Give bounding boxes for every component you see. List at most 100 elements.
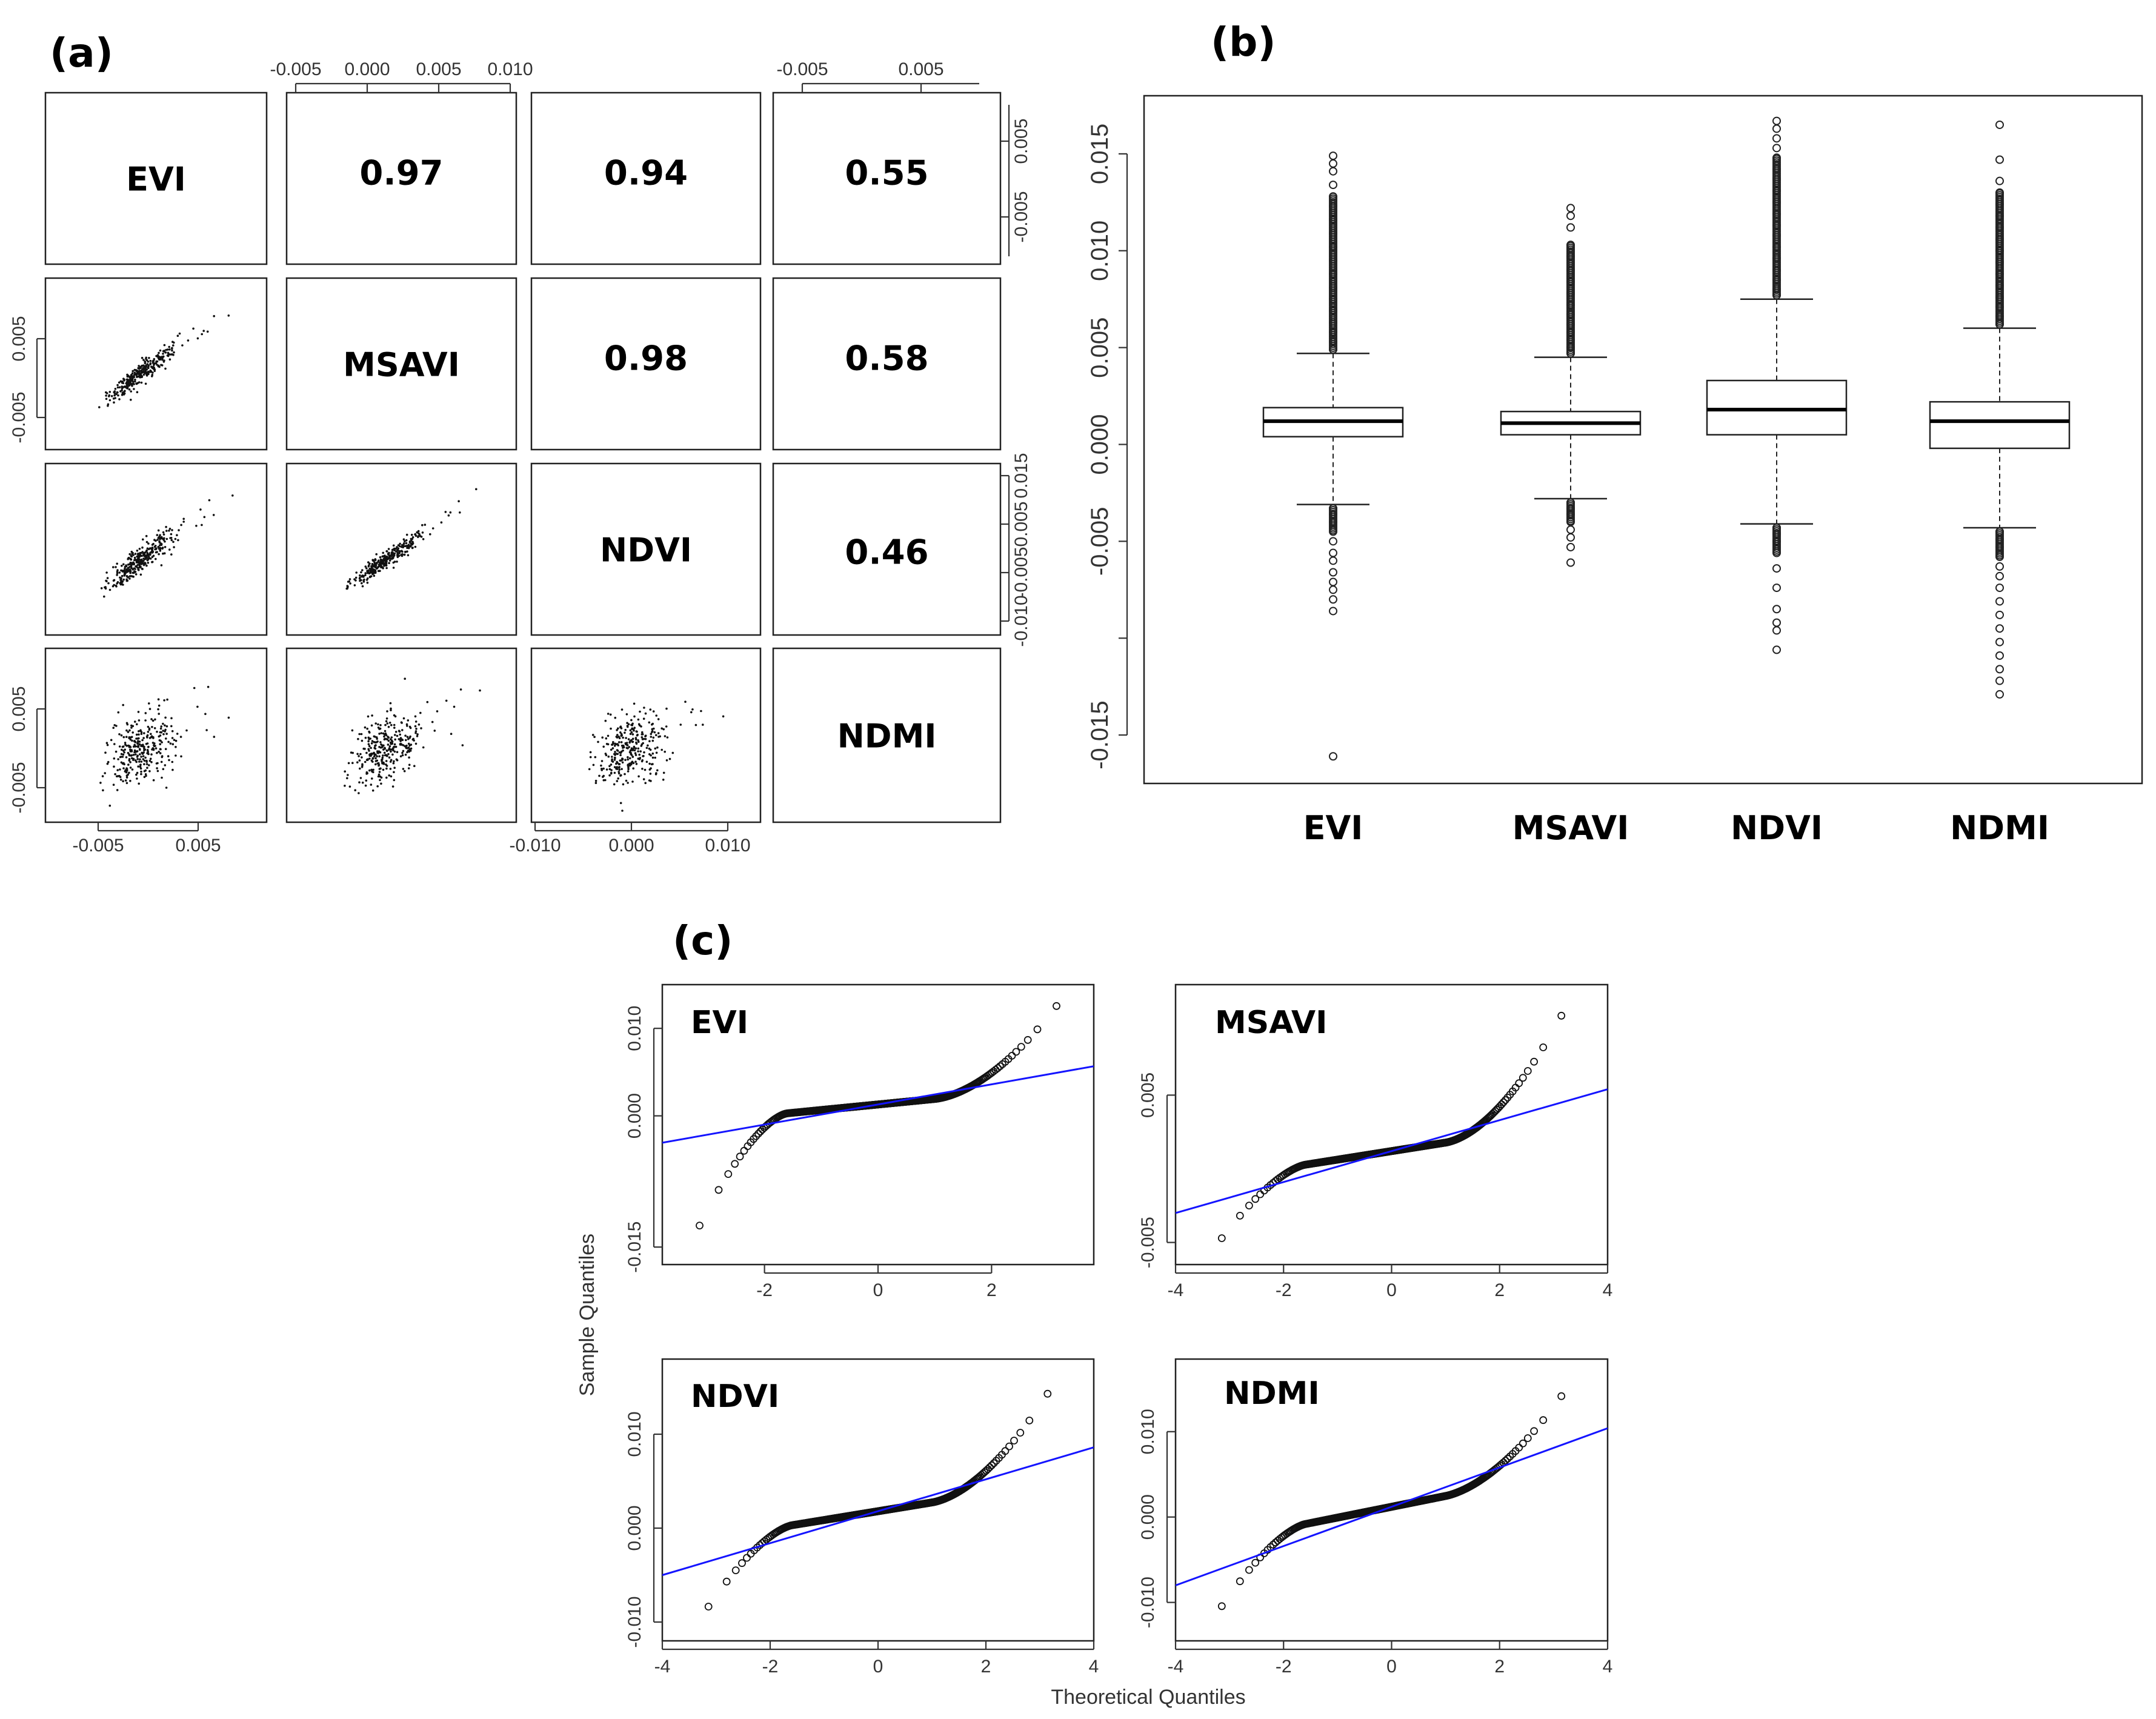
- qq-point: [1523, 1434, 1532, 1442]
- scatter-point: [104, 586, 107, 588]
- scatter-point: [138, 743, 141, 746]
- category-label: EVI: [1303, 809, 1363, 847]
- scatter-point: [371, 563, 374, 565]
- scatter-point: [148, 357, 150, 359]
- scatter-point: [634, 760, 637, 763]
- qq-subplot-name: NDVI: [691, 1378, 779, 1415]
- scatter-point: [640, 760, 644, 763]
- scatter-point: [163, 344, 166, 347]
- scatter-point: [125, 756, 128, 759]
- scatter-point: [382, 559, 384, 562]
- scatter-point: [166, 348, 169, 351]
- x-tick-label: -4: [654, 1657, 671, 1677]
- scatter-point: [379, 741, 382, 743]
- y-tick-label: 0.000: [625, 1093, 645, 1139]
- scatter-point: [168, 548, 171, 551]
- scatter-point: [389, 768, 392, 770]
- scatter-point: [608, 774, 611, 777]
- scatter-point: [614, 742, 616, 745]
- scatter-point: [376, 750, 379, 753]
- scatter-point: [143, 558, 146, 560]
- scatter-point: [104, 751, 107, 754]
- scatter-point: [139, 758, 141, 760]
- scatter-point: [408, 736, 411, 739]
- scatter-point: [459, 688, 462, 691]
- scatter-point: [114, 397, 116, 399]
- scatter-point: [131, 768, 134, 771]
- scatter-point: [605, 754, 608, 757]
- scatter-point: [374, 757, 377, 760]
- scatter-point: [401, 738, 404, 741]
- scatter-point: [196, 337, 199, 340]
- scatter-point: [373, 574, 376, 577]
- scatter-point: [408, 545, 411, 548]
- scatter-point: [610, 769, 613, 771]
- scatter-point: [137, 556, 139, 559]
- scatter-point: [141, 753, 144, 755]
- scatter-point: [657, 732, 660, 734]
- scatter-point: [644, 735, 647, 737]
- qq-point: [1523, 1067, 1532, 1075]
- scatter-point: [371, 740, 374, 742]
- scatter-point: [356, 761, 359, 763]
- scatter-point: [617, 766, 621, 769]
- scatter-point: [374, 722, 377, 725]
- outlier-point: [1772, 618, 1781, 627]
- scatter-point: [98, 406, 101, 408]
- scatter-point: [131, 739, 133, 742]
- scatter-point: [388, 557, 391, 560]
- scatter-point: [392, 544, 395, 547]
- scatter-point: [138, 730, 140, 733]
- outlier-point: [1772, 626, 1781, 635]
- scatter-point: [373, 561, 376, 564]
- scatter-point: [367, 561, 370, 564]
- scatter-point: [418, 723, 421, 726]
- outlier-point: [1566, 558, 1575, 567]
- scatter-point: [145, 372, 148, 374]
- scatter-point: [162, 552, 164, 555]
- scatter-point: [399, 739, 402, 741]
- correlation-value: 0.97: [359, 154, 443, 193]
- scatter-point: [597, 740, 599, 743]
- scatter-point: [368, 754, 371, 757]
- scatter-point: [170, 717, 173, 720]
- scatter-point: [640, 725, 642, 728]
- scatter-point: [611, 756, 613, 758]
- scatter-point: [404, 540, 406, 543]
- variable-label: NDMI: [837, 717, 937, 756]
- scatter-point: [347, 580, 350, 583]
- y-tick-label: 0.010: [1086, 221, 1113, 281]
- scatter-point: [414, 725, 417, 728]
- scatter-point: [655, 734, 657, 736]
- scatter-point: [374, 760, 378, 762]
- scatter-point: [370, 783, 373, 786]
- scatter-point: [406, 736, 409, 738]
- scatter-point: [364, 736, 367, 739]
- qq-point: [1053, 1002, 1060, 1010]
- qq-point: [1501, 1096, 1509, 1104]
- matrix-cell-frame: [285, 91, 517, 265]
- scatter-point: [409, 727, 412, 730]
- scatter-point: [122, 753, 125, 756]
- correlation-value: 0.98: [604, 339, 688, 379]
- outlier-point: [1329, 537, 1337, 546]
- scatter-point: [373, 755, 376, 758]
- scatter-point: [162, 722, 164, 725]
- scatter-point: [644, 712, 647, 715]
- scatter-point: [420, 727, 422, 730]
- outlier-point: [1995, 176, 2004, 185]
- scatter-point: [152, 554, 155, 557]
- scatter-point: [619, 725, 622, 728]
- scatter-point: [475, 488, 477, 491]
- scatter-point: [156, 364, 158, 366]
- scatter-point: [176, 534, 178, 536]
- scatter-point: [384, 730, 387, 733]
- scatter-point: [121, 385, 123, 388]
- scatter-point: [126, 723, 129, 726]
- scatter-point: [118, 745, 121, 748]
- scatter-point: [621, 708, 624, 711]
- qq-point: [1269, 1540, 1277, 1549]
- scatter-point: [125, 378, 128, 381]
- scatter-point: [128, 376, 131, 379]
- scatter-point: [362, 576, 365, 578]
